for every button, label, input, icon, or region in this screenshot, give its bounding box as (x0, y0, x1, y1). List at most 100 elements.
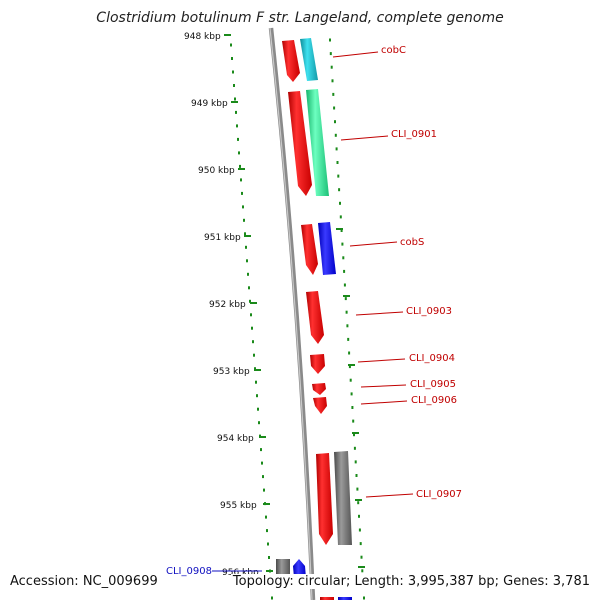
gene-arrow[interactable] (293, 559, 306, 578)
ruler-dot (266, 529, 268, 533)
gene-label[interactable]: CLI_0905 (410, 379, 456, 390)
ruler-dot (345, 310, 348, 314)
ruler-dot (235, 110, 237, 114)
tick-label: 952 kbp (209, 300, 246, 310)
ruler-dot (265, 515, 267, 519)
ruler-dot (267, 542, 269, 546)
ruler-dot (358, 528, 361, 532)
tick-label: 955 kbp (220, 501, 257, 511)
ruler-dot (245, 245, 247, 249)
tick-label: 948 kbp (184, 32, 221, 42)
gene-arrow[interactable] (300, 38, 318, 81)
ruler-dot (330, 65, 333, 69)
ruler-dot (337, 174, 340, 178)
genome-backbone-highlight (269, 27, 313, 600)
gene-arrow[interactable] (313, 397, 327, 414)
gene-label[interactable]: CLI_0904 (409, 353, 455, 364)
ruler-dot (359, 542, 362, 546)
ruler-dot (346, 324, 349, 328)
gene-arrow[interactable] (276, 559, 290, 575)
ruler-dot (249, 299, 251, 303)
ruler-dot (357, 501, 360, 505)
ruler-dot (338, 188, 341, 192)
ruler-dot (333, 106, 336, 110)
gene-CLI_0907[interactable] (316, 451, 352, 545)
gene-arrow[interactable] (318, 222, 336, 275)
gene-CLI_0905[interactable] (312, 383, 326, 395)
ruler-dot (232, 70, 234, 74)
ruler-dot (250, 313, 252, 317)
gene-cobC[interactable] (282, 38, 318, 82)
gene-arrow[interactable] (288, 91, 312, 196)
gene-arrow[interactable] (316, 453, 333, 545)
gene-CLI_0903[interactable] (306, 291, 324, 344)
ruler-dot (341, 242, 344, 246)
map-title: Clostridium botulinum F str. Langeland, … (96, 10, 504, 26)
ruler-dot (247, 272, 249, 276)
ruler-dot (268, 556, 270, 559)
kbp-ruler: 948 kbp 949 kbp 950 kbp 951 kbp 952 kbp … (184, 32, 273, 578)
ruler-dot (331, 79, 334, 83)
ruler-dot (248, 286, 250, 290)
gene-labels: cobC CLI_0901 cobS CLI_0903 CLI_0904 CLI… (166, 45, 462, 577)
gene-label[interactable]: CLI_0908 (166, 566, 212, 577)
ruler-dot (252, 340, 254, 344)
tick-label: 951 kbp (204, 233, 241, 243)
gene-CLI_0906[interactable] (313, 397, 327, 414)
ruler-dot (240, 178, 242, 182)
ruler-dot (234, 97, 236, 101)
ruler-dot (347, 337, 350, 341)
ruler-dot (332, 92, 335, 96)
ruler-dot (263, 488, 265, 492)
gene-arrow[interactable] (338, 597, 352, 600)
ruler-dot (231, 57, 233, 60)
ruler-dot (253, 353, 255, 357)
gene-label[interactable]: CLI_0901 (391, 129, 437, 140)
ruler-dot (233, 84, 235, 87)
ruler-dot (336, 161, 339, 164)
gene-arrow[interactable] (306, 89, 329, 196)
ruler-dot (239, 164, 241, 168)
gene-label[interactable]: CLI_0906 (411, 395, 457, 406)
ruler-dot (361, 569, 364, 573)
gene-CLI_0908[interactable] (276, 559, 352, 600)
tick-label: 953 kbp (213, 367, 250, 377)
gene-arrow[interactable] (310, 354, 325, 374)
gene-arrow[interactable] (312, 383, 326, 395)
gene-arrow[interactable] (320, 597, 334, 600)
gene-arrow[interactable] (282, 40, 300, 82)
ruler-dot (360, 555, 363, 559)
gene-label[interactable]: CLI_0907 (416, 489, 462, 500)
ruler-dot (340, 229, 343, 232)
ruler-dot (258, 421, 260, 425)
ruler-dot (355, 474, 358, 477)
ruler-dot (255, 380, 257, 384)
ruler-dot (246, 259, 248, 263)
outer-ruler-dashes (336, 228, 365, 568)
ruler-dot (344, 297, 347, 301)
ruler-dot (342, 256, 345, 260)
gene-label[interactable]: cobC (381, 45, 406, 56)
gene-arrow[interactable] (306, 291, 324, 344)
ruler-dot (237, 137, 239, 141)
ruler-dots-outer (329, 38, 365, 600)
gene-arrow[interactable] (301, 224, 318, 275)
ruler-dot (352, 419, 355, 423)
ruler-dot (260, 448, 262, 452)
gene-CLI_0901[interactable] (288, 89, 329, 196)
gene-label[interactable]: CLI_0903 (406, 306, 452, 317)
gene-arrow[interactable] (334, 451, 352, 545)
ruler-dot (334, 133, 337, 137)
ruler-dot (334, 120, 336, 124)
gene-label[interactable]: cobS (400, 237, 424, 248)
gene-cobS[interactable] (301, 222, 336, 275)
ruler-dot (349, 378, 352, 382)
ruler-dot (350, 392, 353, 396)
ruler-dot (251, 326, 253, 330)
gene-CLI_0904[interactable] (310, 354, 325, 374)
ruler-dot (363, 596, 365, 600)
ruler-dot (271, 596, 273, 600)
ruler-dot (242, 205, 244, 209)
ruler-dot (261, 461, 263, 465)
